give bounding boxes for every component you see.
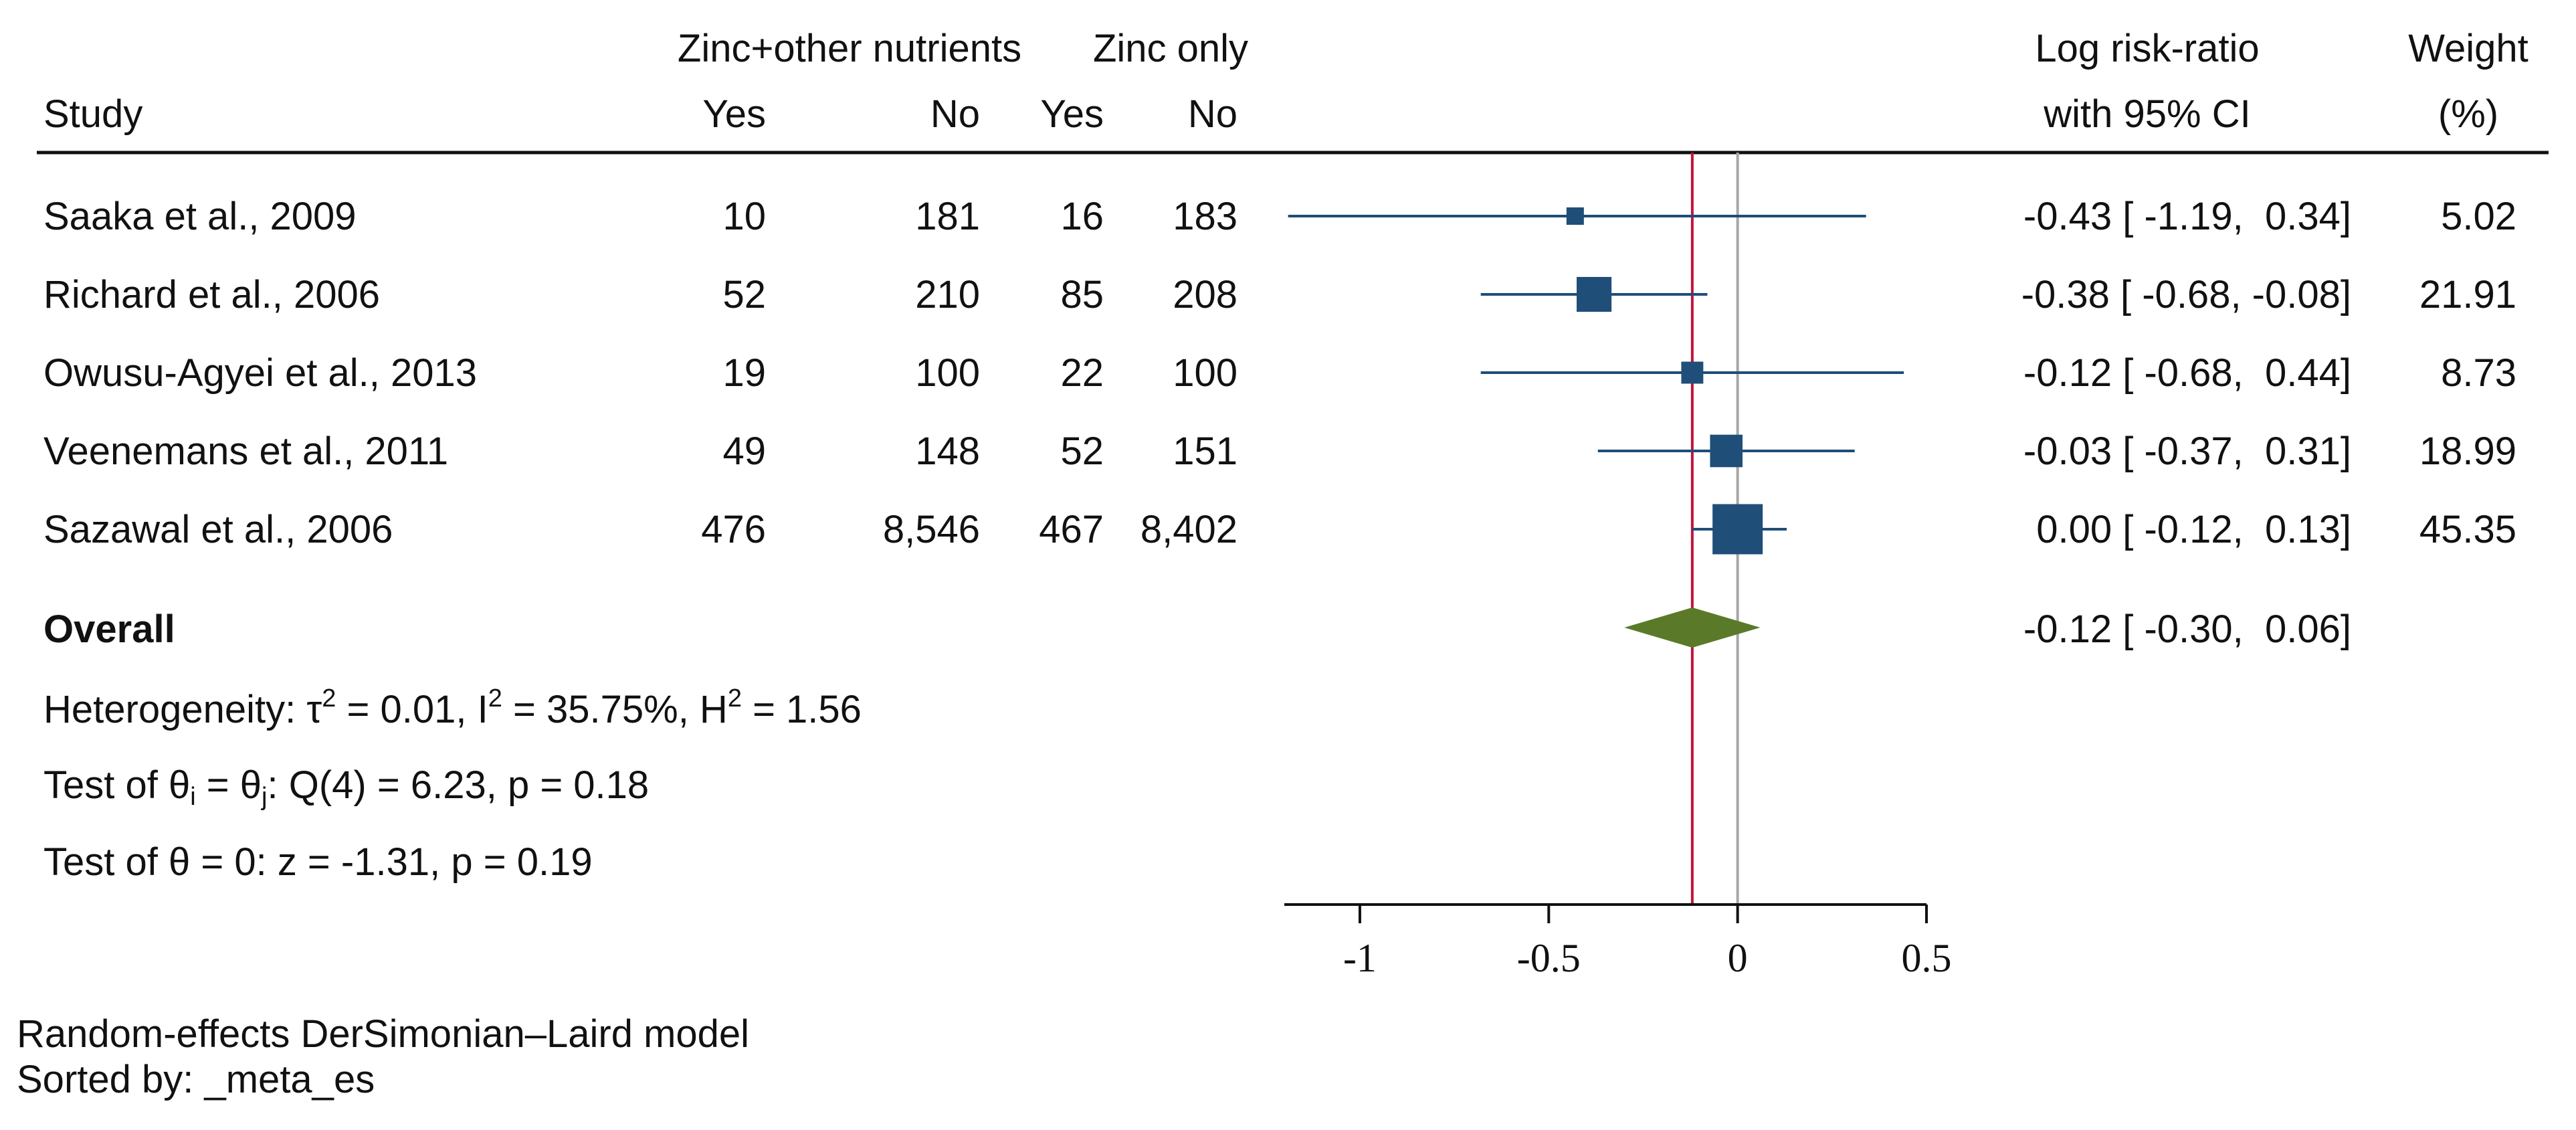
x-tick-label: -1: [1343, 936, 1377, 980]
study-label: Sazawal et al., 2006: [43, 508, 393, 551]
treatment-no-count: 181: [915, 195, 980, 238]
weight-text: 21.91: [2419, 273, 2516, 316]
weight-text: 8.73: [2441, 351, 2516, 395]
treatment-yes-count: 19: [722, 351, 766, 395]
x-axis: -1 -0.5 0 0.5: [1284, 903, 1952, 980]
x-tick-label: -0.5: [1517, 936, 1581, 980]
x-tick-label: 0.5: [1902, 936, 1952, 980]
sorted-footnote: Sorted by: _meta_es: [17, 1058, 375, 1101]
test-prefix: Test of θ: [43, 763, 190, 807]
heterogeneity-line: Heterogeneity: τ2 = 0.01, I2 = 35.75%, H…: [43, 684, 862, 731]
heterogeneity-prefix: Heterogeneity: τ: [43, 688, 322, 731]
treatment-yes-count: 49: [722, 430, 766, 473]
study-row: Sazawal et al., 2006 476 8,546 467 8,402 0.00…: [43, 504, 2516, 555]
ci-text: -0.43 [ -1.19, 0.34]: [2023, 195, 2351, 238]
header-study: Study: [43, 92, 142, 136]
study-label: Owusu-Agyei et al., 2013: [43, 351, 477, 395]
point-estimate-marker: [1576, 276, 1612, 312]
model-footnote: Random-effects DerSimonian–Laird model: [17, 1012, 749, 1056]
point-estimate-marker: [1712, 504, 1763, 555]
treatment-no-count: 210: [915, 273, 980, 316]
study-row: Richard et al., 2006 52 210 85 208 -0.38 [ -0…: [43, 273, 2516, 316]
treatment-yes-count: 10: [722, 195, 766, 238]
header-c-no: No: [1188, 92, 1237, 136]
h-value: = 1.56: [742, 688, 862, 731]
study-label: Veenemans et al., 2011: [43, 430, 448, 473]
overall-row: Overall -0.12 [ -0.30, 0.06]: [43, 607, 2351, 651]
ci-text: -0.12 [ -0.68, 0.44]: [2023, 351, 2351, 395]
control-no-count: 183: [1173, 195, 1237, 238]
header-log-risk-ratio: Log risk-ratio: [2035, 27, 2259, 70]
study-label: Richard et al., 2006: [43, 273, 380, 316]
weight-text: 45.35: [2419, 508, 2516, 551]
overall-label: Overall: [43, 607, 175, 651]
weight-text: 5.02: [2441, 195, 2516, 238]
column-headers: Zinc+other nutrients Zinc only Study Yes…: [43, 27, 2529, 136]
i-superscript: 2: [488, 684, 502, 713]
header-with-95-ci: with 95% CI: [2043, 92, 2250, 136]
treatment-no-count: 8,546: [883, 508, 980, 551]
treatment-yes-count: 476: [701, 508, 766, 551]
header-zinc-only: Zinc only: [1093, 27, 1248, 70]
control-yes-count: 85: [1060, 273, 1104, 316]
h-superscript: 2: [728, 684, 742, 713]
control-yes-count: 16: [1060, 195, 1104, 238]
study-row: Saaka et al., 2009 10 181 16 183 -0.43 [ -1.1…: [43, 195, 2516, 238]
footnote: Random-effects DerSimonian–Laird model S…: [17, 1012, 749, 1101]
control-yes-count: 22: [1060, 351, 1104, 395]
heterogeneity-stats: Heterogeneity: τ2 = 0.01, I2 = 35.75%, H…: [43, 684, 862, 884]
control-no-count: 208: [1173, 273, 1237, 316]
point-estimate-marker: [1681, 361, 1704, 384]
study-label: Saaka et al., 2009: [43, 195, 357, 238]
overall-ci-text: -0.12 [ -0.30, 0.06]: [2023, 607, 2351, 651]
ci-text: -0.03 [ -0.37, 0.31]: [2023, 430, 2351, 473]
header-t-yes: Yes: [702, 92, 766, 136]
j-subscript: j: [261, 783, 267, 811]
control-no-count: 151: [1173, 430, 1237, 473]
treatment-no-count: 100: [915, 351, 980, 395]
control-yes-count: 52: [1060, 430, 1104, 473]
weight-text: 18.99: [2419, 430, 2516, 473]
header-zinc-other-nutrients: Zinc+other nutrients: [678, 27, 1021, 70]
control-no-count: 8,402: [1141, 508, 1237, 551]
tau-value: = 0.01, I: [336, 688, 488, 731]
test-value: : Q(4) = 6.23, p = 0.18: [268, 763, 650, 807]
i-value: = 35.75%, H: [502, 688, 728, 731]
header-weight-percent: (%): [2438, 92, 2498, 136]
homogeneity-test-line: Test of θi = θj: Q(4) = 6.23, p = 0.18: [43, 763, 649, 811]
point-estimate-marker: [1710, 434, 1743, 468]
zero-effect-test-line: Test of θ = 0: z = -1.31, p = 0.19: [43, 840, 593, 884]
study-row: Owusu-Agyei et al., 2013 19 100 22 100 -0.12 …: [43, 351, 2516, 395]
control-no-count: 100: [1173, 351, 1237, 395]
study-rows: Saaka et al., 2009 10 181 16 183 -0.43 [ -1.1…: [43, 195, 2516, 555]
study-row: Veenemans et al., 2011 49 148 52 151 -0.03 [ …: [43, 430, 2516, 473]
point-estimate-marker: [1566, 207, 1584, 225]
ci-text: 0.00 [ -0.12, 0.13]: [2036, 508, 2351, 551]
x-tick-label: 0: [1728, 936, 1748, 980]
ci-text: -0.38 [ -0.68, -0.08]: [2021, 273, 2351, 316]
header-t-no: No: [930, 92, 980, 136]
treatment-yes-count: 52: [722, 273, 766, 316]
test-mid: = θ: [196, 763, 262, 807]
i-subscript: i: [190, 783, 195, 811]
header-c-yes: Yes: [1040, 92, 1104, 136]
overall-diamond: [1624, 607, 1761, 648]
treatment-no-count: 148: [915, 430, 980, 473]
header-weight: Weight: [2408, 27, 2528, 70]
control-yes-count: 467: [1039, 508, 1104, 551]
tau-superscript: 2: [322, 684, 336, 713]
